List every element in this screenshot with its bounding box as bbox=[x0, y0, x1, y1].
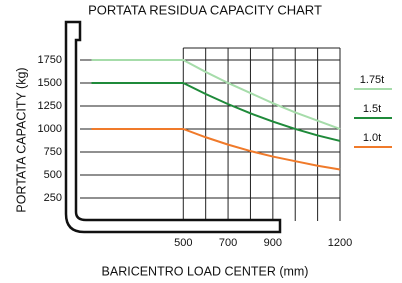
y-tick-label: 1750 bbox=[38, 54, 62, 66]
fork-outline bbox=[66, 22, 280, 232]
legend-label: 1.75t bbox=[360, 74, 384, 86]
y-tick-label: 750 bbox=[44, 146, 62, 158]
y-tick-label: 1250 bbox=[38, 100, 62, 112]
y-tick-label: 1000 bbox=[38, 123, 62, 135]
y-axis-title: PORTATA CAPACITY (kg) bbox=[14, 67, 28, 212]
x-axis-title: BARICENTRO LOAD CENTER (mm) bbox=[102, 264, 309, 278]
y-tick-label: 500 bbox=[44, 169, 62, 181]
x-tick-label: 500 bbox=[174, 237, 192, 249]
series-line bbox=[92, 60, 341, 129]
chart: PORTATA RESIDUA CAPACITY CHART PORTATA C… bbox=[0, 0, 402, 283]
x-tick-label: 700 bbox=[219, 237, 237, 249]
series-line bbox=[92, 83, 341, 141]
y-tick-label: 1500 bbox=[38, 77, 62, 89]
legend-label: 1.0t bbox=[363, 132, 381, 144]
series-line bbox=[92, 129, 341, 169]
y-tick-label: 250 bbox=[44, 192, 62, 204]
x-tick-label: 1200 bbox=[328, 237, 352, 249]
chart-title: PORTATA RESIDUA CAPACITY CHART bbox=[88, 2, 322, 17]
x-tick-label: 900 bbox=[264, 237, 282, 249]
legend-label: 1.5t bbox=[363, 103, 381, 115]
